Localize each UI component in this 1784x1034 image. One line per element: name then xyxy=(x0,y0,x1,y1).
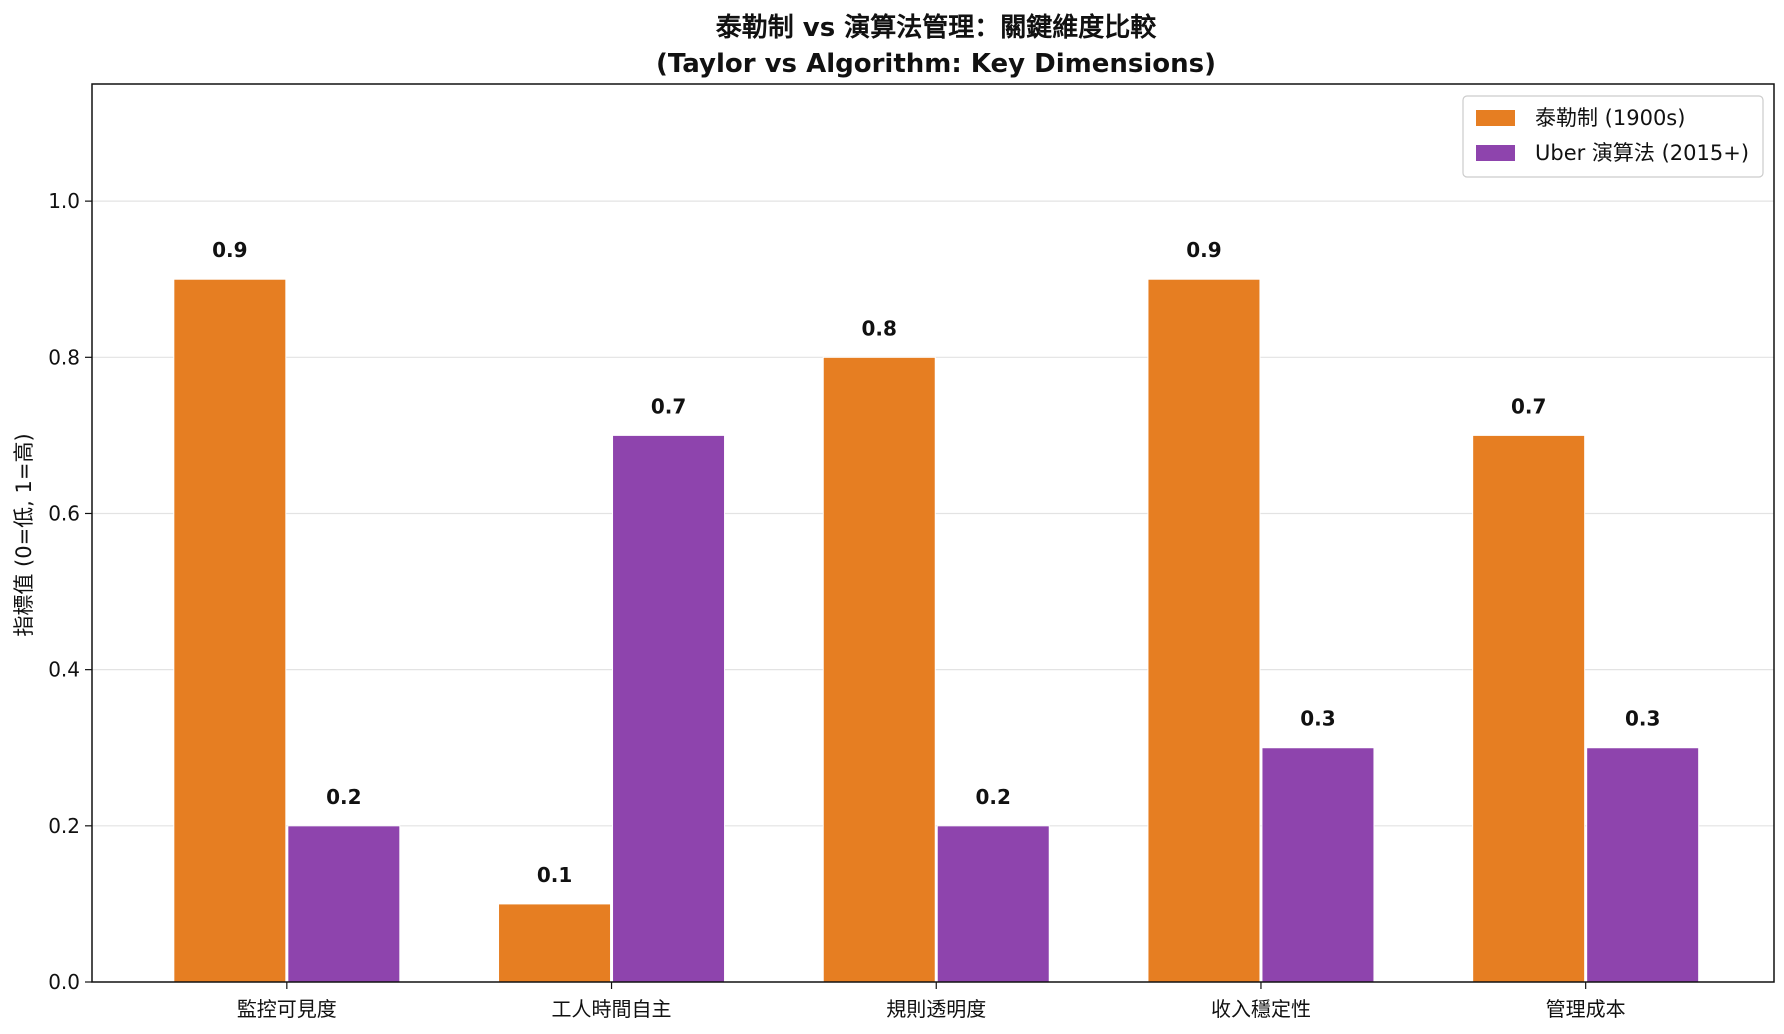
y-axis-label: 指標值 (0=低, 1=高) xyxy=(12,433,36,636)
legend-swatch-uber xyxy=(1476,145,1515,161)
bar-taylor-3 xyxy=(1147,278,1261,983)
bar-value-label: 0.9 xyxy=(212,238,247,262)
y-tick-label: 0.0 xyxy=(48,970,80,994)
legend-box xyxy=(1462,95,1764,178)
legend-swatch-taylor xyxy=(1476,110,1515,126)
y-tick-label: 0.8 xyxy=(48,345,80,369)
bar-value-label: 0.3 xyxy=(1625,707,1660,731)
x-tick-label: 收入穩定性 xyxy=(1211,997,1311,1021)
bar-value-labels: 0.9 0.2 0.1 0.7 0.8 0.2 0.9 0.3 0.7 0.3 xyxy=(212,238,1660,887)
bar-uber-1 xyxy=(612,434,726,983)
x-tick-labels: 監控可見度 工人時間自主 規則透明度 收入穩定性 管理成本 xyxy=(237,997,1626,1021)
y-tick-labels: 0.0 0.2 0.4 0.6 0.8 1.0 xyxy=(48,189,80,994)
bar-taylor-1 xyxy=(498,903,612,983)
bar-value-label: 0.7 xyxy=(651,394,686,418)
x-tick-label: 管理成本 xyxy=(1546,997,1626,1021)
bar-value-label: 0.7 xyxy=(1511,394,1546,418)
legend: 泰勒制 (1900s) Uber 演算法 (2015+) xyxy=(1462,95,1764,178)
bar-value-label: 0.8 xyxy=(862,316,897,340)
y-tick-label: 1.0 xyxy=(48,189,80,213)
y-tick-label: 0.2 xyxy=(48,814,80,838)
bar-uber-3 xyxy=(1261,747,1375,983)
bar-value-label: 0.1 xyxy=(537,863,572,887)
x-tick-label: 工人時間自主 xyxy=(552,997,672,1021)
legend-label-taylor: 泰勒制 (1900s) xyxy=(1535,106,1685,130)
bar-value-label: 0.2 xyxy=(326,785,361,809)
x-tick-label: 規則透明度 xyxy=(886,997,986,1021)
bars xyxy=(173,278,1700,983)
chart-title-line-2: (Taylor vs Algorithm: Key Dimensions) xyxy=(656,49,1216,79)
chart-title-line-1: 泰勒制 vs 演算法管理：關鍵維度比較 xyxy=(716,12,1158,43)
y-tick-label: 0.6 xyxy=(48,501,80,525)
bar-value-label: 0.3 xyxy=(1300,707,1335,731)
legend-label-uber: Uber 演算法 (2015+) xyxy=(1535,141,1749,165)
x-tick-label: 監控可見度 xyxy=(237,997,337,1021)
bar-uber-2 xyxy=(936,825,1050,983)
axes xyxy=(85,83,1775,989)
plot-frame xyxy=(91,83,1775,983)
bar-taylor-0 xyxy=(173,278,287,983)
bar-taylor-4 xyxy=(1472,434,1586,983)
bar-uber-0 xyxy=(287,825,401,983)
bar-taylor-2 xyxy=(822,356,936,983)
y-tick-label: 0.4 xyxy=(48,658,80,682)
bar-uber-4 xyxy=(1586,747,1700,983)
bar-value-label: 0.9 xyxy=(1186,238,1221,262)
bar-value-label: 0.2 xyxy=(976,785,1011,809)
